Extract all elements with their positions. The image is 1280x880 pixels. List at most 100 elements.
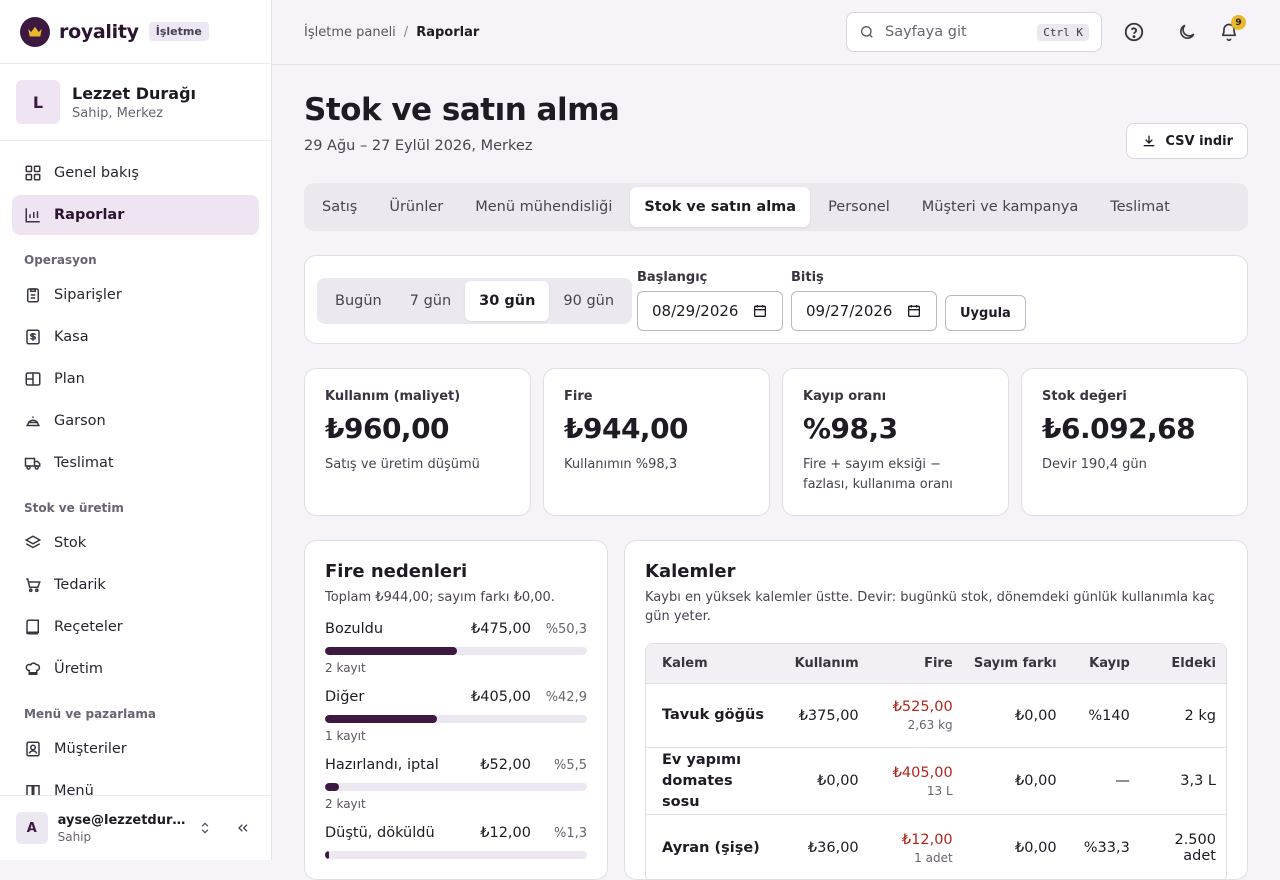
sidebar-item-uretim[interactable]: Üretim: [12, 649, 259, 689]
csv-download-button[interactable]: CSV indir: [1126, 123, 1248, 159]
waste-reasons-card: Fire nedenleri Toplam ₺944,00; sayım far…: [304, 540, 608, 880]
end-date-label: Bitiş: [791, 270, 824, 285]
kpi-subtext: Devir 190,4 gün: [1042, 457, 1147, 472]
tab-menu-muhendisligi[interactable]: Menü mühendisliği: [475, 199, 613, 215]
chevrons-up-down-icon[interactable]: [194, 816, 218, 840]
waste-quantity: 13 L: [926, 783, 953, 798]
reason-bar-fill: [325, 851, 329, 859]
end-date-value: 09/27/2026: [806, 302, 893, 320]
range-90-days-button[interactable]: 90 gün: [563, 293, 615, 309]
sidebar-item-stok[interactable]: Stok: [12, 523, 259, 563]
waste-amount: ₺12,00: [901, 831, 953, 848]
table-row[interactable]: Ev yapımı domates sosu ₺0,00 ₺405,00 13 …: [646, 748, 1226, 815]
tab-urunler[interactable]: Ürünler: [389, 199, 444, 215]
nav-section-title: Operasyon: [24, 253, 97, 267]
sidebar-item-menu[interactable]: Menü: [12, 771, 259, 795]
reason-amount: ₺12,00: [480, 825, 531, 841]
sidebar-item-tedarik[interactable]: Tedarik: [12, 565, 259, 605]
column-header[interactable]: Kalem: [662, 656, 708, 671]
sidebar-item-siparisler[interactable]: Siparişler: [12, 275, 259, 315]
user-role: Sahip: [57, 829, 92, 844]
tab-satis[interactable]: Satış: [322, 199, 358, 215]
on-hand-cell: 3,3 L: [1180, 773, 1216, 789]
sidebar-item-label: Üretim: [54, 661, 104, 677]
table-row[interactable]: Ayran (şişe) ₺36,00 ₺12,00 1 adet ₺0,00 …: [646, 815, 1226, 879]
truck-icon: [24, 454, 42, 472]
sidebar-item-label: Teslimat: [54, 455, 114, 471]
reason-percent: %42,9: [545, 690, 587, 705]
reason-bar-track: [325, 647, 587, 655]
loss-cell: %140: [1088, 707, 1130, 724]
apply-filter-button[interactable]: Uygula: [945, 295, 1026, 331]
nav-section-title: Menü ve pazarlama: [24, 707, 156, 721]
collapse-sidebar-icon[interactable]: [231, 816, 255, 840]
tab-personel[interactable]: Personel: [828, 199, 890, 215]
breadcrumb-parent-link[interactable]: İşletme paneli: [304, 24, 396, 40]
sidebar-item-genel-bakis[interactable]: Genel bakış: [12, 153, 259, 193]
item-name: Ev yapımı domates sosu: [662, 751, 742, 810]
sidebar-item-receteler[interactable]: Reçeteler: [12, 607, 259, 647]
items-table: Kalem Kullanım Fire Sayım farkı Kayıp El…: [645, 643, 1227, 879]
help-icon[interactable]: [1122, 20, 1146, 44]
start-date-label: Başlangıç: [637, 270, 708, 285]
chef-hat-icon: [24, 660, 42, 678]
brand-header: royality İşletme: [0, 0, 271, 64]
reason-bar-fill: [325, 647, 457, 655]
column-header[interactable]: Fire: [924, 656, 953, 671]
waste-cell: ₺525,00 2,63 kg: [869, 699, 963, 732]
business-profile[interactable]: L Lezzet Durağı Sahip, Merkez: [0, 64, 271, 141]
reason-name: Hazırlandı, iptal: [325, 757, 439, 773]
cloche-icon: [24, 412, 42, 430]
tab-musteri-ve-kampanya[interactable]: Müşteri ve kampanya: [921, 199, 1079, 215]
breadcrumb-current: Raporlar: [416, 24, 480, 40]
kpi-label: Fire: [564, 389, 593, 404]
sidebar-item-label: Müşteriler: [54, 741, 127, 757]
column-header[interactable]: Kayıp: [1089, 656, 1130, 671]
book-icon: [24, 618, 42, 636]
column-header[interactable]: Kullanım: [794, 656, 859, 671]
breadcrumb-separator: /: [403, 24, 409, 40]
sidebar-item-plan[interactable]: Plan: [12, 359, 259, 399]
sidebar-item-musteriler[interactable]: Müşteriler: [12, 729, 259, 769]
kpi-card-usage: Kullanım (maliyet) ₺960,00 Satış ve üret…: [304, 368, 531, 516]
tab-stok-ve-satin-alma[interactable]: Stok ve satın alma: [630, 187, 811, 227]
column-header[interactable]: Sayım farkı: [973, 656, 1057, 671]
sidebar-item-label: Plan: [54, 371, 85, 387]
top-bar: İşletme paneli / Raporlar Sayfaya git Ct…: [272, 0, 1280, 65]
range-30-days-button[interactable]: 30 gün: [465, 281, 550, 321]
sidebar-item-kasa[interactable]: Kasa: [12, 317, 259, 357]
reason-bar-track: [325, 851, 587, 859]
sidebar-item-raporlar[interactable]: Raporlar: [12, 195, 259, 235]
range-7-days-button[interactable]: 7 gün: [409, 293, 452, 309]
end-date-field[interactable]: 09/27/2026: [791, 291, 937, 331]
waste-quantity: 2,63 kg: [907, 718, 953, 732]
reason-bar-track: [325, 783, 587, 791]
sidebar-nav: Genel bakış Raporlar Operasyon Siparişle…: [0, 141, 271, 795]
card-subtitle: Kaybı en yüksek kalemler üstte. Devir: b…: [645, 590, 1215, 624]
search-placeholder: Sayfaya git: [885, 24, 967, 40]
dashboard-icon: [24, 164, 42, 182]
page-search-input[interactable]: Sayfaya git Ctrl K: [846, 12, 1102, 52]
shopping-cart-icon: [24, 576, 42, 594]
reason-percent: %5,5: [553, 758, 587, 773]
range-today-button[interactable]: Bugün: [335, 293, 382, 309]
calendar-icon[interactable]: [906, 303, 922, 319]
sidebar-item-label: Reçeteler: [54, 619, 123, 635]
notifications-bell-icon[interactable]: 9: [1217, 15, 1246, 44]
dark-mode-moon-icon[interactable]: [1175, 20, 1199, 44]
item-name: Ayran (şişe): [662, 839, 760, 856]
kpi-card-waste: Fire ₺944,00 Kullanımın %98,3: [543, 368, 770, 516]
count-diff-cell: ₺0,00: [1015, 707, 1057, 724]
start-date-field[interactable]: 08/29/2026: [637, 291, 783, 331]
user-account-bar[interactable]: A ayse@lezzetdura... Sahip: [0, 795, 271, 860]
calendar-icon[interactable]: [752, 303, 768, 319]
tab-teslimat[interactable]: Teslimat: [1110, 199, 1170, 215]
waste-amount: ₺525,00: [892, 699, 953, 715]
kpi-label: Kullanım (maliyet): [325, 389, 461, 404]
table-header-row: Kalem Kullanım Fire Sayım farkı Kayıp El…: [646, 644, 1226, 684]
sidebar-item-garson[interactable]: Garson: [12, 401, 259, 441]
table-row[interactable]: Tavuk göğüs ₺375,00 ₺525,00 2,63 kg ₺0,0…: [646, 684, 1226, 748]
kpi-label: Kayıp oranı: [803, 389, 887, 404]
column-header[interactable]: Eldeki: [1171, 656, 1216, 671]
sidebar-item-teslimat[interactable]: Teslimat: [12, 443, 259, 483]
